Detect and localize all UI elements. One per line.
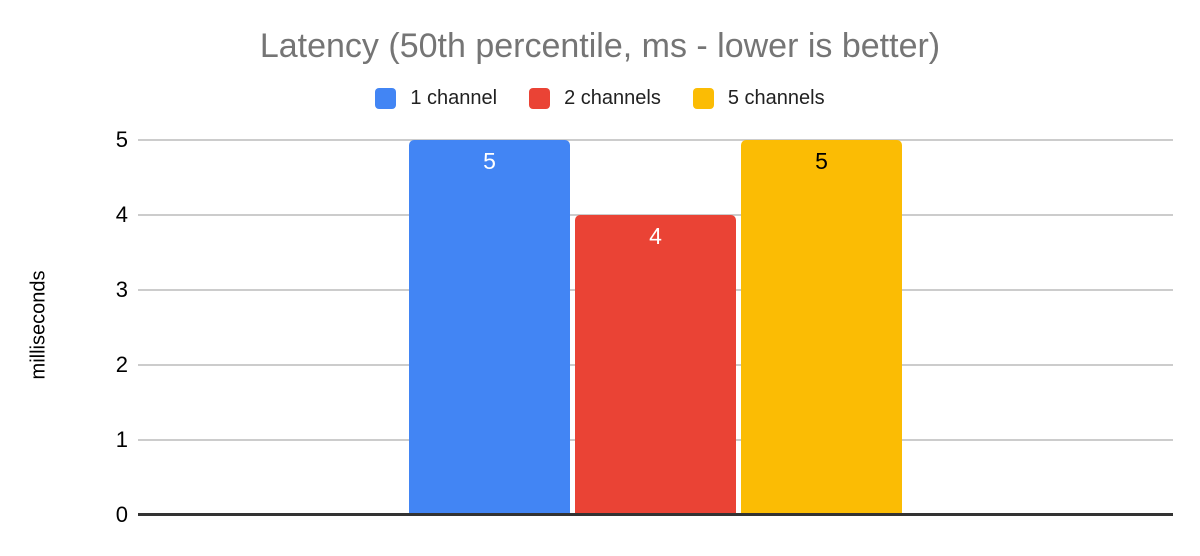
legend-label-2: 2 channels <box>564 87 661 109</box>
legend-item-2[interactable]: 2 channels <box>529 86 661 110</box>
y-tick-label-0: 0 <box>115 502 128 527</box>
y-tick-label-5: 5 <box>115 127 128 152</box>
legend-swatch-1 <box>375 87 397 109</box>
bar-value-label-1: 5 <box>483 148 496 174</box>
x-axis-baseline <box>138 513 1173 516</box>
chart-legend: 1 channel 2 channels 5 channels <box>0 85 1200 111</box>
legend-swatch-3 <box>692 87 714 109</box>
y-tick-label-3: 3 <box>115 277 128 302</box>
bar-5-channels[interactable]: 5 <box>741 140 902 515</box>
bar-1-channel[interactable]: 5 <box>409 140 570 515</box>
legend-label-3: 5 channels <box>727 87 825 109</box>
y-tick-label-4: 4 <box>115 202 128 227</box>
chart-title: Latency (50th percentile, ms - lower is … <box>259 27 941 65</box>
legend-item-3[interactable]: 5 channels <box>692 86 825 110</box>
legend-swatch-2 <box>529 87 551 109</box>
bar-value-label-3: 5 <box>815 148 828 174</box>
y-tick-label-1: 1 <box>115 427 128 452</box>
y-tick-label-2: 2 <box>115 352 128 377</box>
plot-area: 5 4 5 <box>138 139 1173 516</box>
bar-2-channels[interactable]: 4 <box>575 215 736 515</box>
legend-label-1: 1 channel <box>410 87 498 109</box>
legend-item-1[interactable]: 1 channel <box>375 86 497 110</box>
bar-value-label-2: 4 <box>649 223 662 249</box>
gridline-y-5 <box>138 139 1173 141</box>
